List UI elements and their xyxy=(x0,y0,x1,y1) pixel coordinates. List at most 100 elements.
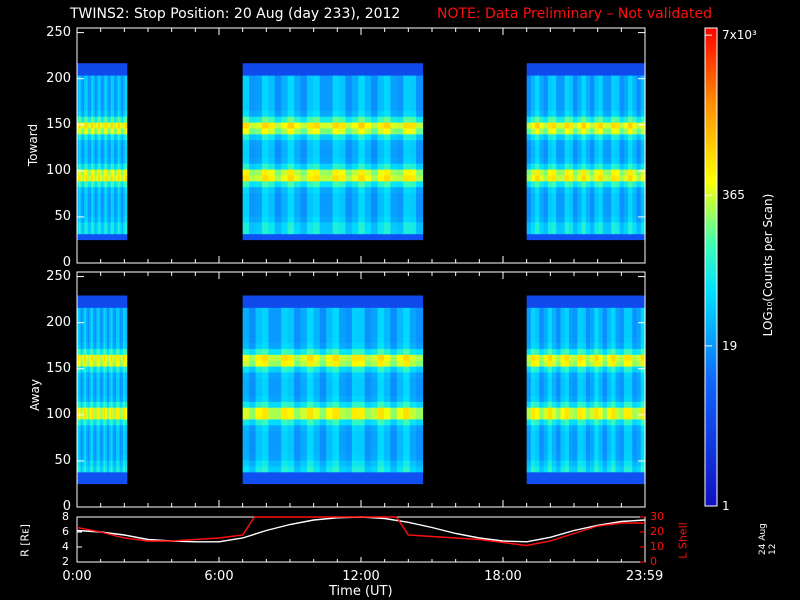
spectrogram-cell xyxy=(294,330,302,338)
spectrogram-cell xyxy=(255,348,263,355)
spectrogram-cell xyxy=(403,151,411,158)
spectrogram-cell xyxy=(326,348,334,355)
spectrogram-cell xyxy=(371,460,379,467)
spectrogram-cell xyxy=(119,407,122,414)
spectrogram-cell xyxy=(108,186,112,194)
spectrogram-cell xyxy=(268,471,276,479)
spectrogram-cell xyxy=(116,471,119,479)
spectrogram-cell xyxy=(585,227,591,235)
spectrogram-cell xyxy=(409,169,417,176)
spectrogram-cell xyxy=(91,454,94,461)
spectrogram-cell xyxy=(294,301,302,308)
spectrogram-cell xyxy=(332,360,340,367)
spectrogram-cell xyxy=(594,319,600,326)
spectrogram-cell xyxy=(377,389,385,396)
spectrogram-cell xyxy=(543,407,549,414)
spectrogram-cell xyxy=(92,401,96,408)
spectrogram-cell xyxy=(287,227,295,235)
spectrogram-cell xyxy=(91,75,94,82)
spectrogram-cell xyxy=(294,295,302,302)
spectrogram-cell xyxy=(598,186,604,194)
spectrogram-cell xyxy=(594,354,600,361)
spectrogram-cell xyxy=(396,295,404,302)
spectrogram-cell xyxy=(539,133,545,141)
spectrogram-cell xyxy=(116,371,119,379)
spectrogram-cell xyxy=(530,204,536,211)
spectrogram-cell xyxy=(611,133,617,141)
spectrogram-cell xyxy=(98,377,101,385)
spectrogram-cell xyxy=(326,192,334,199)
spectrogram-cell xyxy=(535,407,540,414)
spectrogram-cell xyxy=(103,192,107,199)
spectrogram-cell xyxy=(124,198,128,205)
spectrogram-cell xyxy=(547,116,553,123)
spectrogram-cell xyxy=(364,180,372,188)
spectrogram-cell xyxy=(332,186,340,194)
spectrogram-cell xyxy=(403,63,411,70)
spectrogram-cell xyxy=(358,301,366,308)
spectrogram-cell xyxy=(416,233,424,241)
spectrogram-cell xyxy=(94,436,98,443)
spectrogram-cell xyxy=(96,198,99,205)
spectrogram-cell xyxy=(332,430,340,438)
spectrogram-cell xyxy=(121,204,124,211)
spectrogram-cell xyxy=(306,198,314,205)
spectrogram-cell xyxy=(92,471,96,479)
spectrogram-cell xyxy=(100,360,103,367)
spectrogram-cell xyxy=(585,442,591,449)
spectrogram-cell xyxy=(628,122,633,129)
spectrogram-cell xyxy=(543,342,549,349)
spectrogram-cell xyxy=(602,477,608,485)
spectrogram-cell xyxy=(242,477,250,485)
spectrogram-cell xyxy=(377,75,385,82)
spectrogram-cell xyxy=(261,122,269,129)
spectrogram-cell xyxy=(80,395,83,402)
spectrogram-cell xyxy=(581,377,587,385)
spectrogram-cell xyxy=(84,430,87,438)
spectrogram-cell xyxy=(96,319,99,326)
spectrogram-cell xyxy=(119,210,122,217)
spectrogram-cell xyxy=(585,395,591,402)
spectrogram-cell xyxy=(543,157,549,164)
spectrogram-cell xyxy=(539,163,545,170)
spectrogram-cell xyxy=(564,330,570,338)
spectrogram-cell xyxy=(560,418,566,426)
spectrogram-cell xyxy=(594,186,600,194)
spectrogram-cell xyxy=(552,151,557,158)
spectrogram-cell xyxy=(89,122,92,129)
spectrogram-cell xyxy=(268,227,276,235)
spectrogram-cell xyxy=(300,227,308,235)
spectrogram-cell xyxy=(351,69,359,76)
spectrogram-cell xyxy=(539,383,545,391)
spectrogram-cell xyxy=(98,69,101,76)
spectrogram-cell xyxy=(101,92,105,100)
spectrogram-cell xyxy=(313,436,321,443)
spectrogram-cell xyxy=(598,163,604,170)
spectrogram-cell xyxy=(581,366,587,373)
spectrogram-cell xyxy=(345,163,353,170)
spectrogram-cell xyxy=(123,174,126,182)
spectrogram-cell xyxy=(598,395,604,402)
spectrogram-cell xyxy=(351,116,359,123)
spectrogram-cell xyxy=(543,139,549,147)
spectrogram-cell xyxy=(105,122,108,129)
spectrogram-cell xyxy=(103,448,107,455)
spectrogram-cell xyxy=(249,313,257,320)
spectrogram-cell xyxy=(602,319,608,326)
spectrogram-cell xyxy=(577,295,583,302)
spectrogram-cell xyxy=(573,216,578,223)
spectrogram-cell xyxy=(539,210,545,217)
spectrogram-cell xyxy=(602,63,608,70)
spectrogram-cell xyxy=(403,389,411,396)
spectrogram-cell xyxy=(594,413,600,420)
spectrogram-cell xyxy=(590,377,595,385)
spectrogram-cell xyxy=(116,75,119,82)
spectrogram-cell xyxy=(602,169,608,176)
spectrogram-cell xyxy=(249,233,257,241)
spectrogram-cell xyxy=(535,145,540,152)
spectrogram-cell xyxy=(87,465,91,473)
spectrogram-cell xyxy=(552,354,557,361)
spectrogram-cell xyxy=(274,383,282,391)
spectrogram-cell xyxy=(339,460,347,467)
spectrogram-cell xyxy=(300,145,308,152)
